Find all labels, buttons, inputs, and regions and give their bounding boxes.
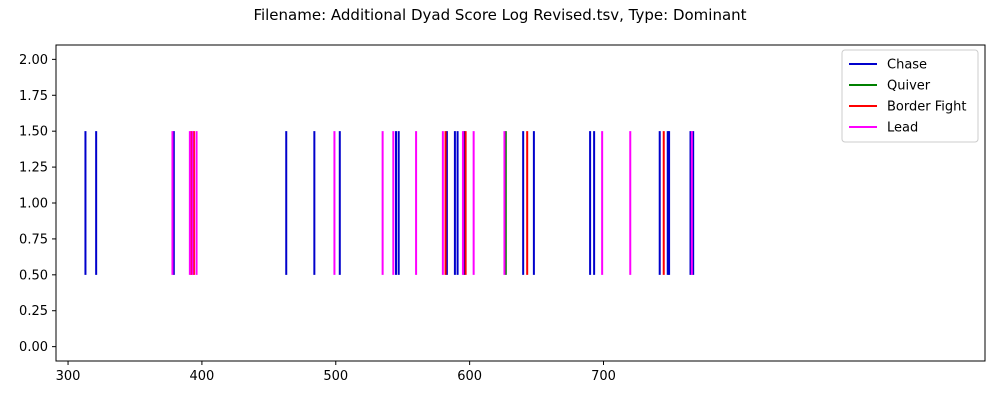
plot-area: [84, 131, 695, 275]
y-tick-label: 1.00: [19, 197, 48, 212]
legend-box: [841, 49, 979, 143]
y-tick-label: 1.75: [19, 89, 48, 104]
chart-title: Filename: Additional Dyad Score Log Revi…: [253, 6, 746, 24]
y-tick-label: 0.00: [19, 340, 48, 355]
y-tick-label: 1.50: [19, 125, 48, 140]
legend: Chase Quiver Border Fight Lead: [841, 49, 979, 143]
legend-label-lead: Lead: [887, 121, 918, 136]
legend-label-quiver: Quiver: [887, 79, 931, 94]
x-tick-label: 600: [457, 369, 482, 384]
y-tick-label: 0.50: [19, 268, 48, 283]
x-axis: 300 400 500 600 700: [56, 361, 616, 384]
legend-label-chase: Chase: [887, 58, 927, 73]
x-tick-label: 300: [56, 369, 81, 384]
x-tick-label: 700: [591, 369, 616, 384]
y-tick-label: 1.25: [19, 161, 48, 176]
x-tick-label: 500: [323, 369, 348, 384]
y-tick-label: 0.75: [19, 232, 48, 247]
legend-label-border-fight: Border Fight: [887, 100, 966, 115]
y-tick-label: 0.25: [19, 304, 48, 319]
y-tick-label: 2.00: [19, 53, 48, 68]
y-axis: 0.00 0.25 0.50 0.75 1.00 1.25 1.50 1.75 2.00: [19, 53, 56, 355]
x-tick-label: 400: [189, 369, 214, 384]
